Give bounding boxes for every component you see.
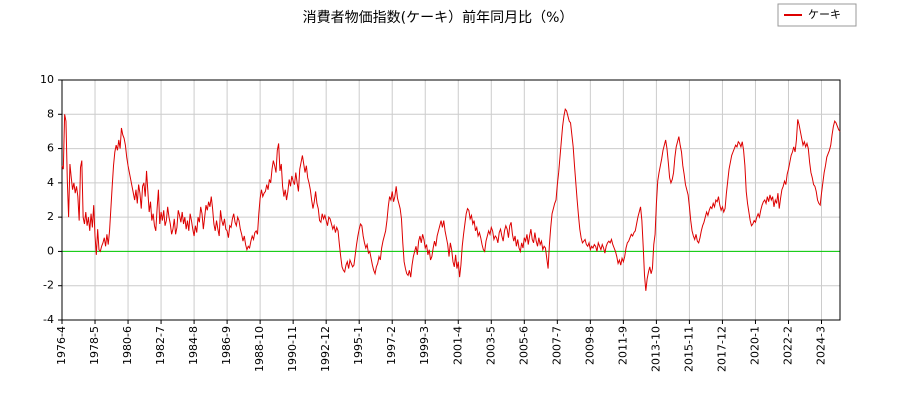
y-tick-label: -4 <box>43 313 54 326</box>
x-tick-label: 1984-8 <box>187 326 200 365</box>
x-tick-label: 1980-6 <box>121 326 134 365</box>
y-tick-label: 0 <box>47 244 54 257</box>
x-tick-label: 1992-12 <box>319 326 332 372</box>
x-tick-label: 1995-1 <box>352 326 365 365</box>
y-tick-label: 6 <box>47 142 54 155</box>
y-tick-label: 10 <box>40 73 54 86</box>
chart-title: 消費者物価指数(ケーキ）前年同月比（%） <box>303 9 574 26</box>
x-tick-label: 1990-11 <box>286 326 299 372</box>
data-line <box>61 107 841 291</box>
x-tick-label: 2015-11 <box>682 326 695 372</box>
plot-frame <box>61 79 841 321</box>
x-tick-label: 1999-3 <box>418 326 431 365</box>
x-tick-label: 2024-3 <box>815 326 828 365</box>
y-tick-label: -2 <box>43 279 54 292</box>
plot-area <box>62 80 840 320</box>
x-tick-label: 1997-2 <box>385 326 398 365</box>
y-tick-label: 8 <box>47 107 54 120</box>
x-tick-label: 2017-12 <box>715 326 728 372</box>
y-tick-label: 2 <box>47 210 54 223</box>
x-tick-label: 2001-4 <box>451 326 464 365</box>
x-tick-label: 1982-7 <box>154 326 167 365</box>
x-tick-label: 2009-8 <box>583 326 596 365</box>
x-tick-label: 2013-10 <box>649 326 662 372</box>
x-tick-label: 1978-5 <box>88 326 101 365</box>
legend-box <box>777 3 857 27</box>
x-tick-label: 2003-5 <box>484 326 497 365</box>
x-tick-label: 2011-9 <box>616 326 629 365</box>
x-tick-label: 2005-6 <box>517 326 530 365</box>
y-tick-label: 4 <box>47 176 54 189</box>
x-tick-label: 2022-2 <box>781 326 794 365</box>
legend-label: ケーキ <box>808 8 841 21</box>
x-tick-label: 1988-10 <box>253 326 266 372</box>
x-tick-label: 2020-1 <box>748 326 761 365</box>
x-tick-label: 1976-4 <box>55 326 68 365</box>
x-tick-label: 1986-9 <box>220 326 233 365</box>
x-tick-label: 2007-7 <box>550 326 563 365</box>
